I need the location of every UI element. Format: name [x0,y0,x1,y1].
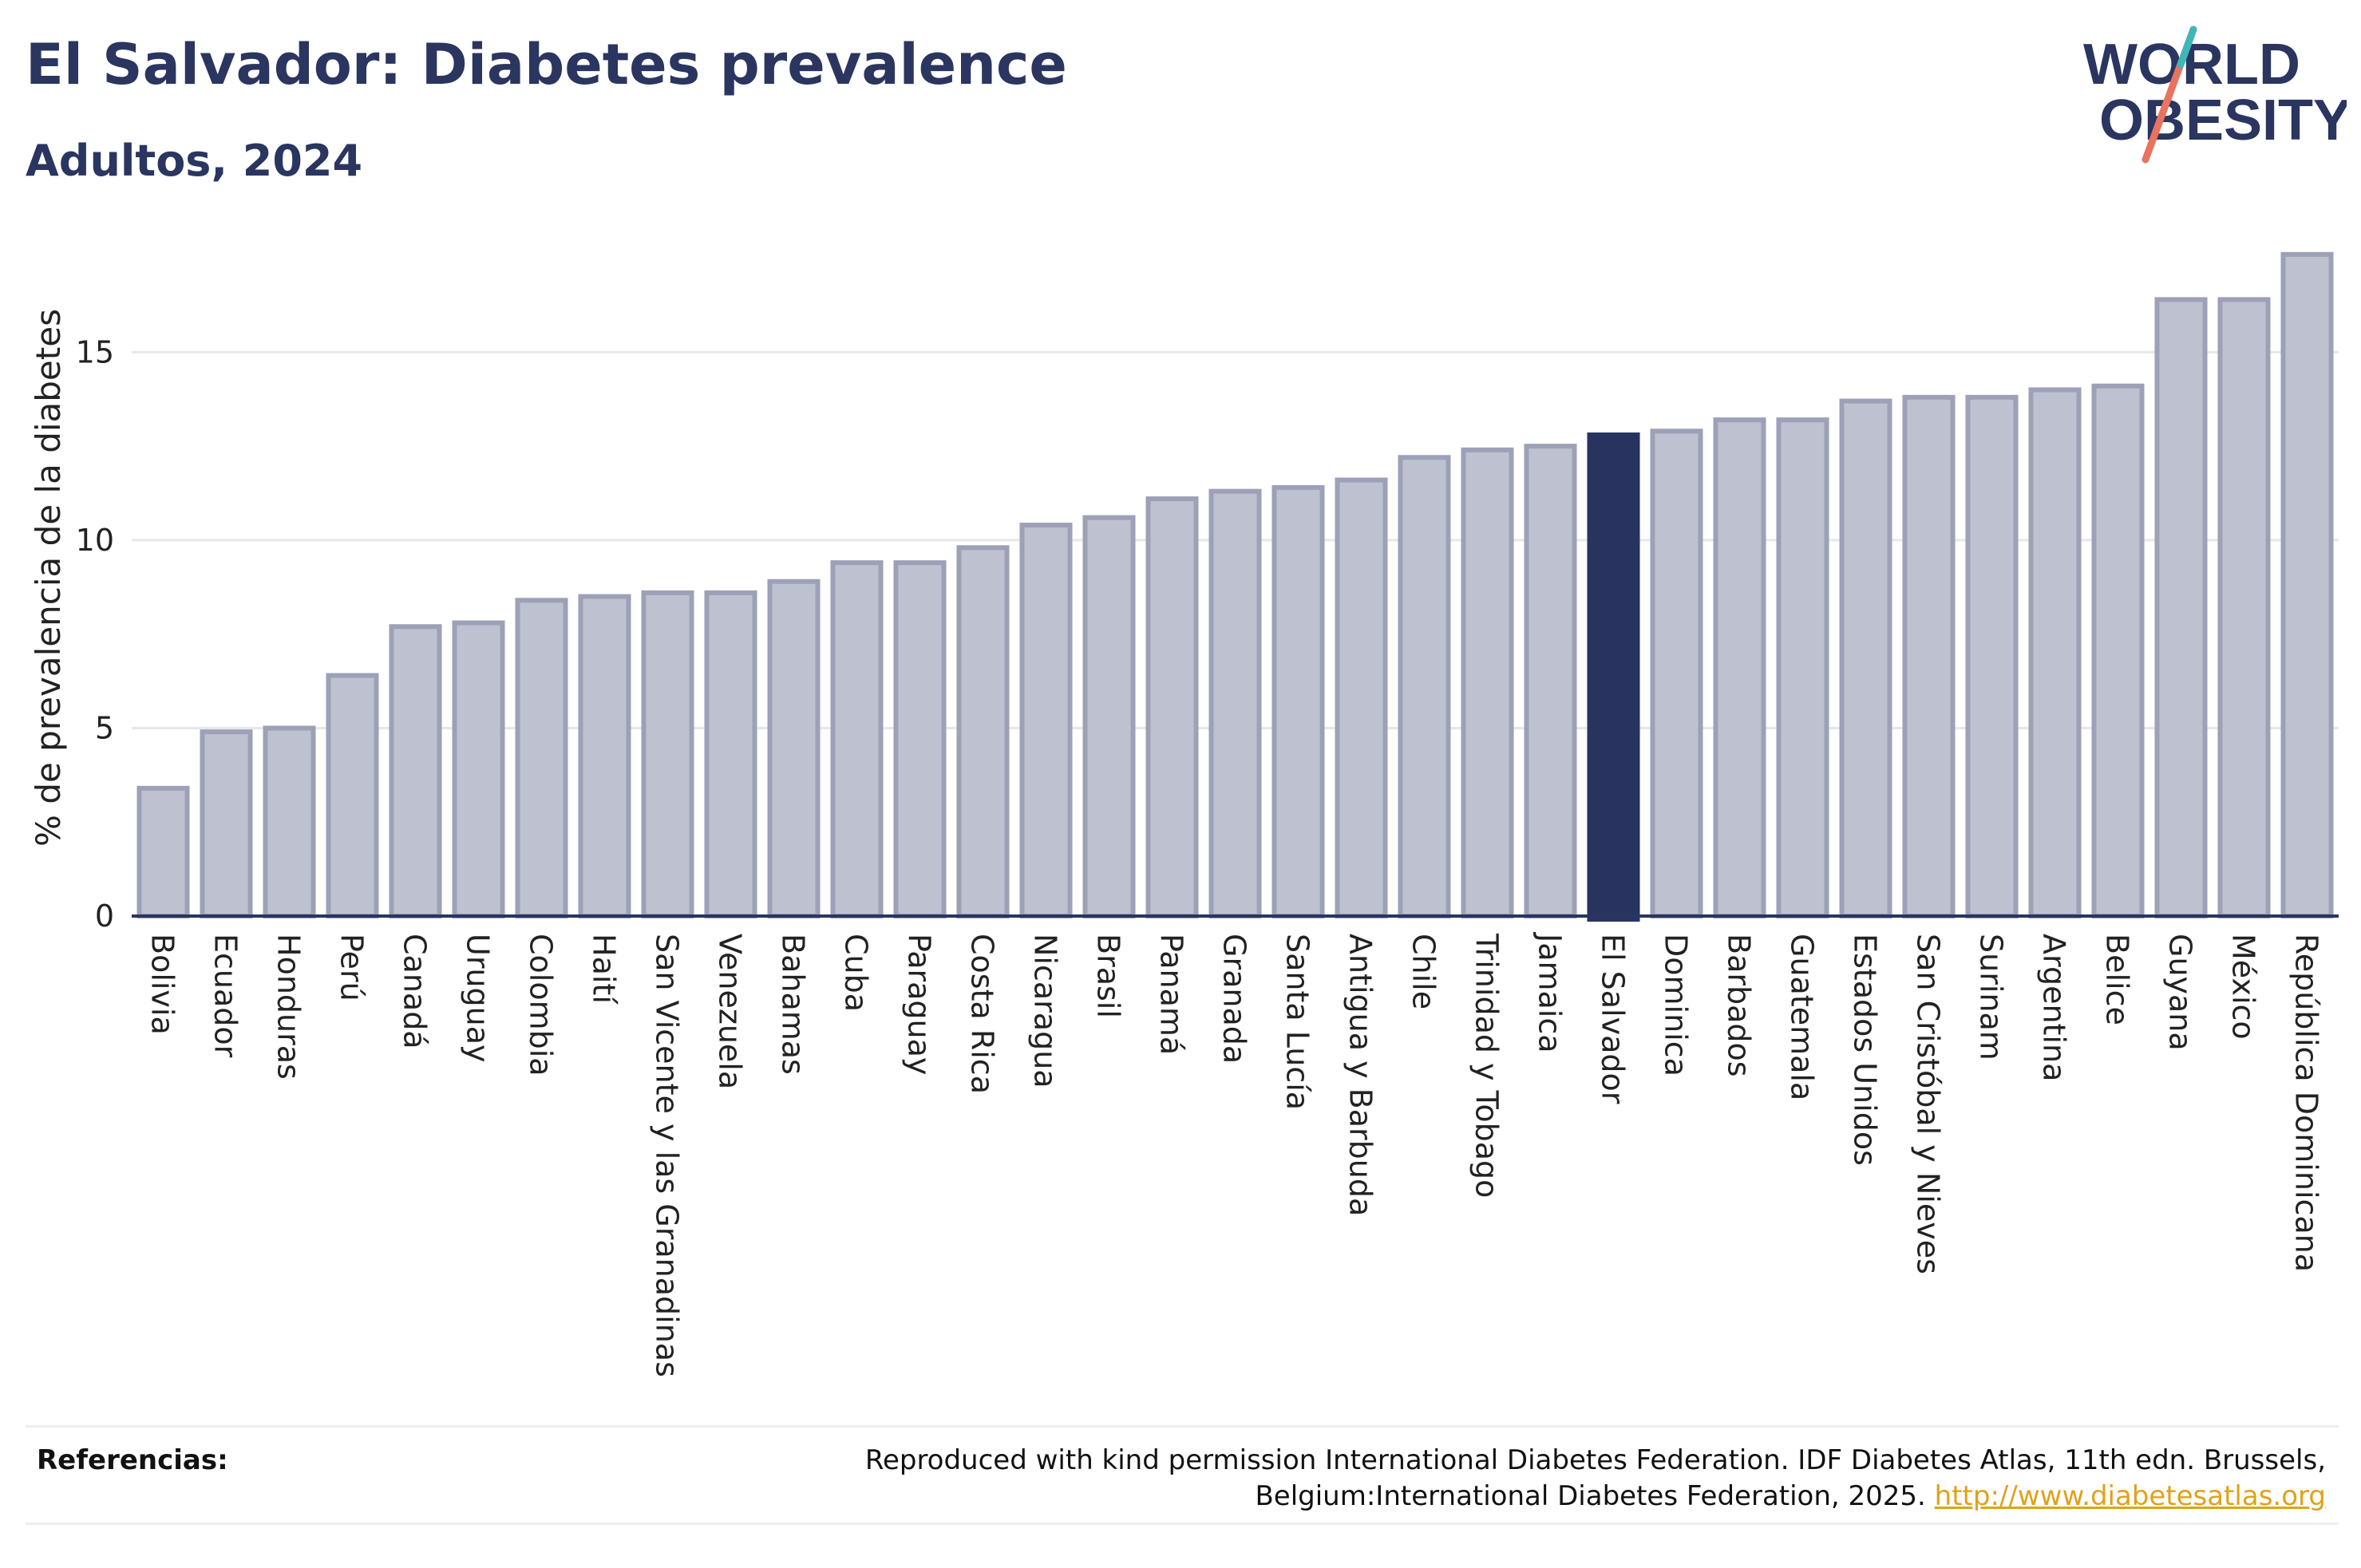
bar [136,785,190,918]
bar [956,545,1010,918]
x-tick-label: Ecuador [208,934,243,1058]
bar [1524,444,1577,918]
bar [2091,383,2145,918]
x-tick-label: Jamaica [1532,932,1568,1053]
y-tick-label: 0 [95,899,114,934]
bar [1965,394,2019,919]
x-tick-label: Cuba [839,934,874,1012]
y-tick-label: 5 [95,710,114,745]
chart-subtitle: Adultos, 2024 [26,136,363,186]
bar [641,590,694,918]
x-tick-label: Costa Rica [965,934,1000,1094]
bar [200,729,253,919]
bar [1398,455,1451,918]
bar [2217,297,2271,918]
x-tick-label: Canadá [397,934,433,1049]
bar [2028,387,2082,918]
x-tick-label: Perú [334,934,370,1001]
x-tick-label: Uruguay [461,934,496,1063]
logo-slash-teal [2177,26,2197,69]
y-axis-title: % de prevalencia de la diabetes [29,309,68,847]
y-tick-label: 10 [76,523,114,558]
x-tick-label: Bahamas [776,934,811,1075]
bar [1902,394,1956,919]
x-tick-label: Trinidad y Tobago [1469,933,1505,1198]
x-tick-label: Surinam [1974,934,2009,1060]
x-tick-label: Barbados [1722,934,1757,1077]
references-label: Referencias: [37,1444,228,1476]
bar [1208,488,1262,918]
bar [1587,432,1640,922]
logo-line2: OBESITY [2099,89,2347,152]
x-tick-label: Paraguay [902,934,937,1075]
bar [263,725,316,919]
x-tick-label: Santa Lucía [1280,934,1315,1110]
bar-chart: 0 5 10 15% de prevalencia de la diabetes Bol… [29,251,2339,1377]
y-tick-label: 15 [76,334,114,369]
x-tick-label: Nicaragua [1028,934,1063,1088]
bar [2280,251,2334,919]
bar [1335,477,1388,918]
x-tick-label: Venezuela [713,934,748,1089]
bar [1082,515,1136,918]
x-tick-label: Honduras [271,934,306,1080]
x-tick-label: Brasil [1091,934,1126,1018]
references-link[interactable]: http://www.diabetesatlas.org [1934,1480,2326,1512]
x-tick-label: Guatemala [1785,934,1820,1100]
bar [1650,429,1703,918]
bar [1461,447,1514,918]
x-tick-label: San Vicente y las Granadinas [650,934,685,1377]
chart-title: El Salvador: Diabetes prevalence [26,32,1067,97]
x-tick-label: México [2226,934,2261,1040]
x-tick-label: Panamá [1154,934,1189,1055]
x-tick-label: Dominica [1659,934,1694,1076]
bar [893,560,947,919]
bar [515,598,568,918]
bar [1019,523,1073,918]
footer-bottom-divider [26,1523,2339,1525]
bar [2154,297,2208,918]
x-tick-label: Haití [587,934,622,1005]
bar [767,579,821,918]
bar [830,560,884,919]
x-tick-label: Argentina [2037,934,2072,1081]
bar [1271,484,1325,918]
bar [452,620,505,918]
x-tick-label: Estados Unidos [1848,934,1883,1166]
x-tick-label: El Salvador [1596,934,1631,1104]
x-tick-label: Chile [1406,934,1442,1009]
references-citation: Reproduced with kind permission Internat… [864,1444,2326,1512]
footer-top-divider [26,1425,2339,1428]
x-tick-label: Guyana [2163,934,2198,1051]
bar [1145,496,1199,918]
bar [326,673,379,918]
bar [704,590,757,918]
x-tick-label: San Cristóbal y Nieves [1911,934,1946,1274]
bar [578,594,631,918]
references-text: Reproduced with kind permission Internat… [650,1443,2326,1515]
x-tick-label: Colombia [524,934,559,1076]
bar [1713,417,1766,918]
bar [1776,417,1829,918]
x-tick-label: República Dominicana [2289,934,2324,1272]
x-tick-label: Antigua y Barbuda [1343,934,1378,1216]
bar [1839,398,1892,919]
x-tick-label: Bolivia [145,934,180,1035]
x-tick-label: Granada [1217,934,1252,1064]
x-tick-label: Belice [2100,934,2135,1025]
bar [389,624,442,918]
world-obesity-logo: WORLD OBESITY [2083,26,2347,164]
